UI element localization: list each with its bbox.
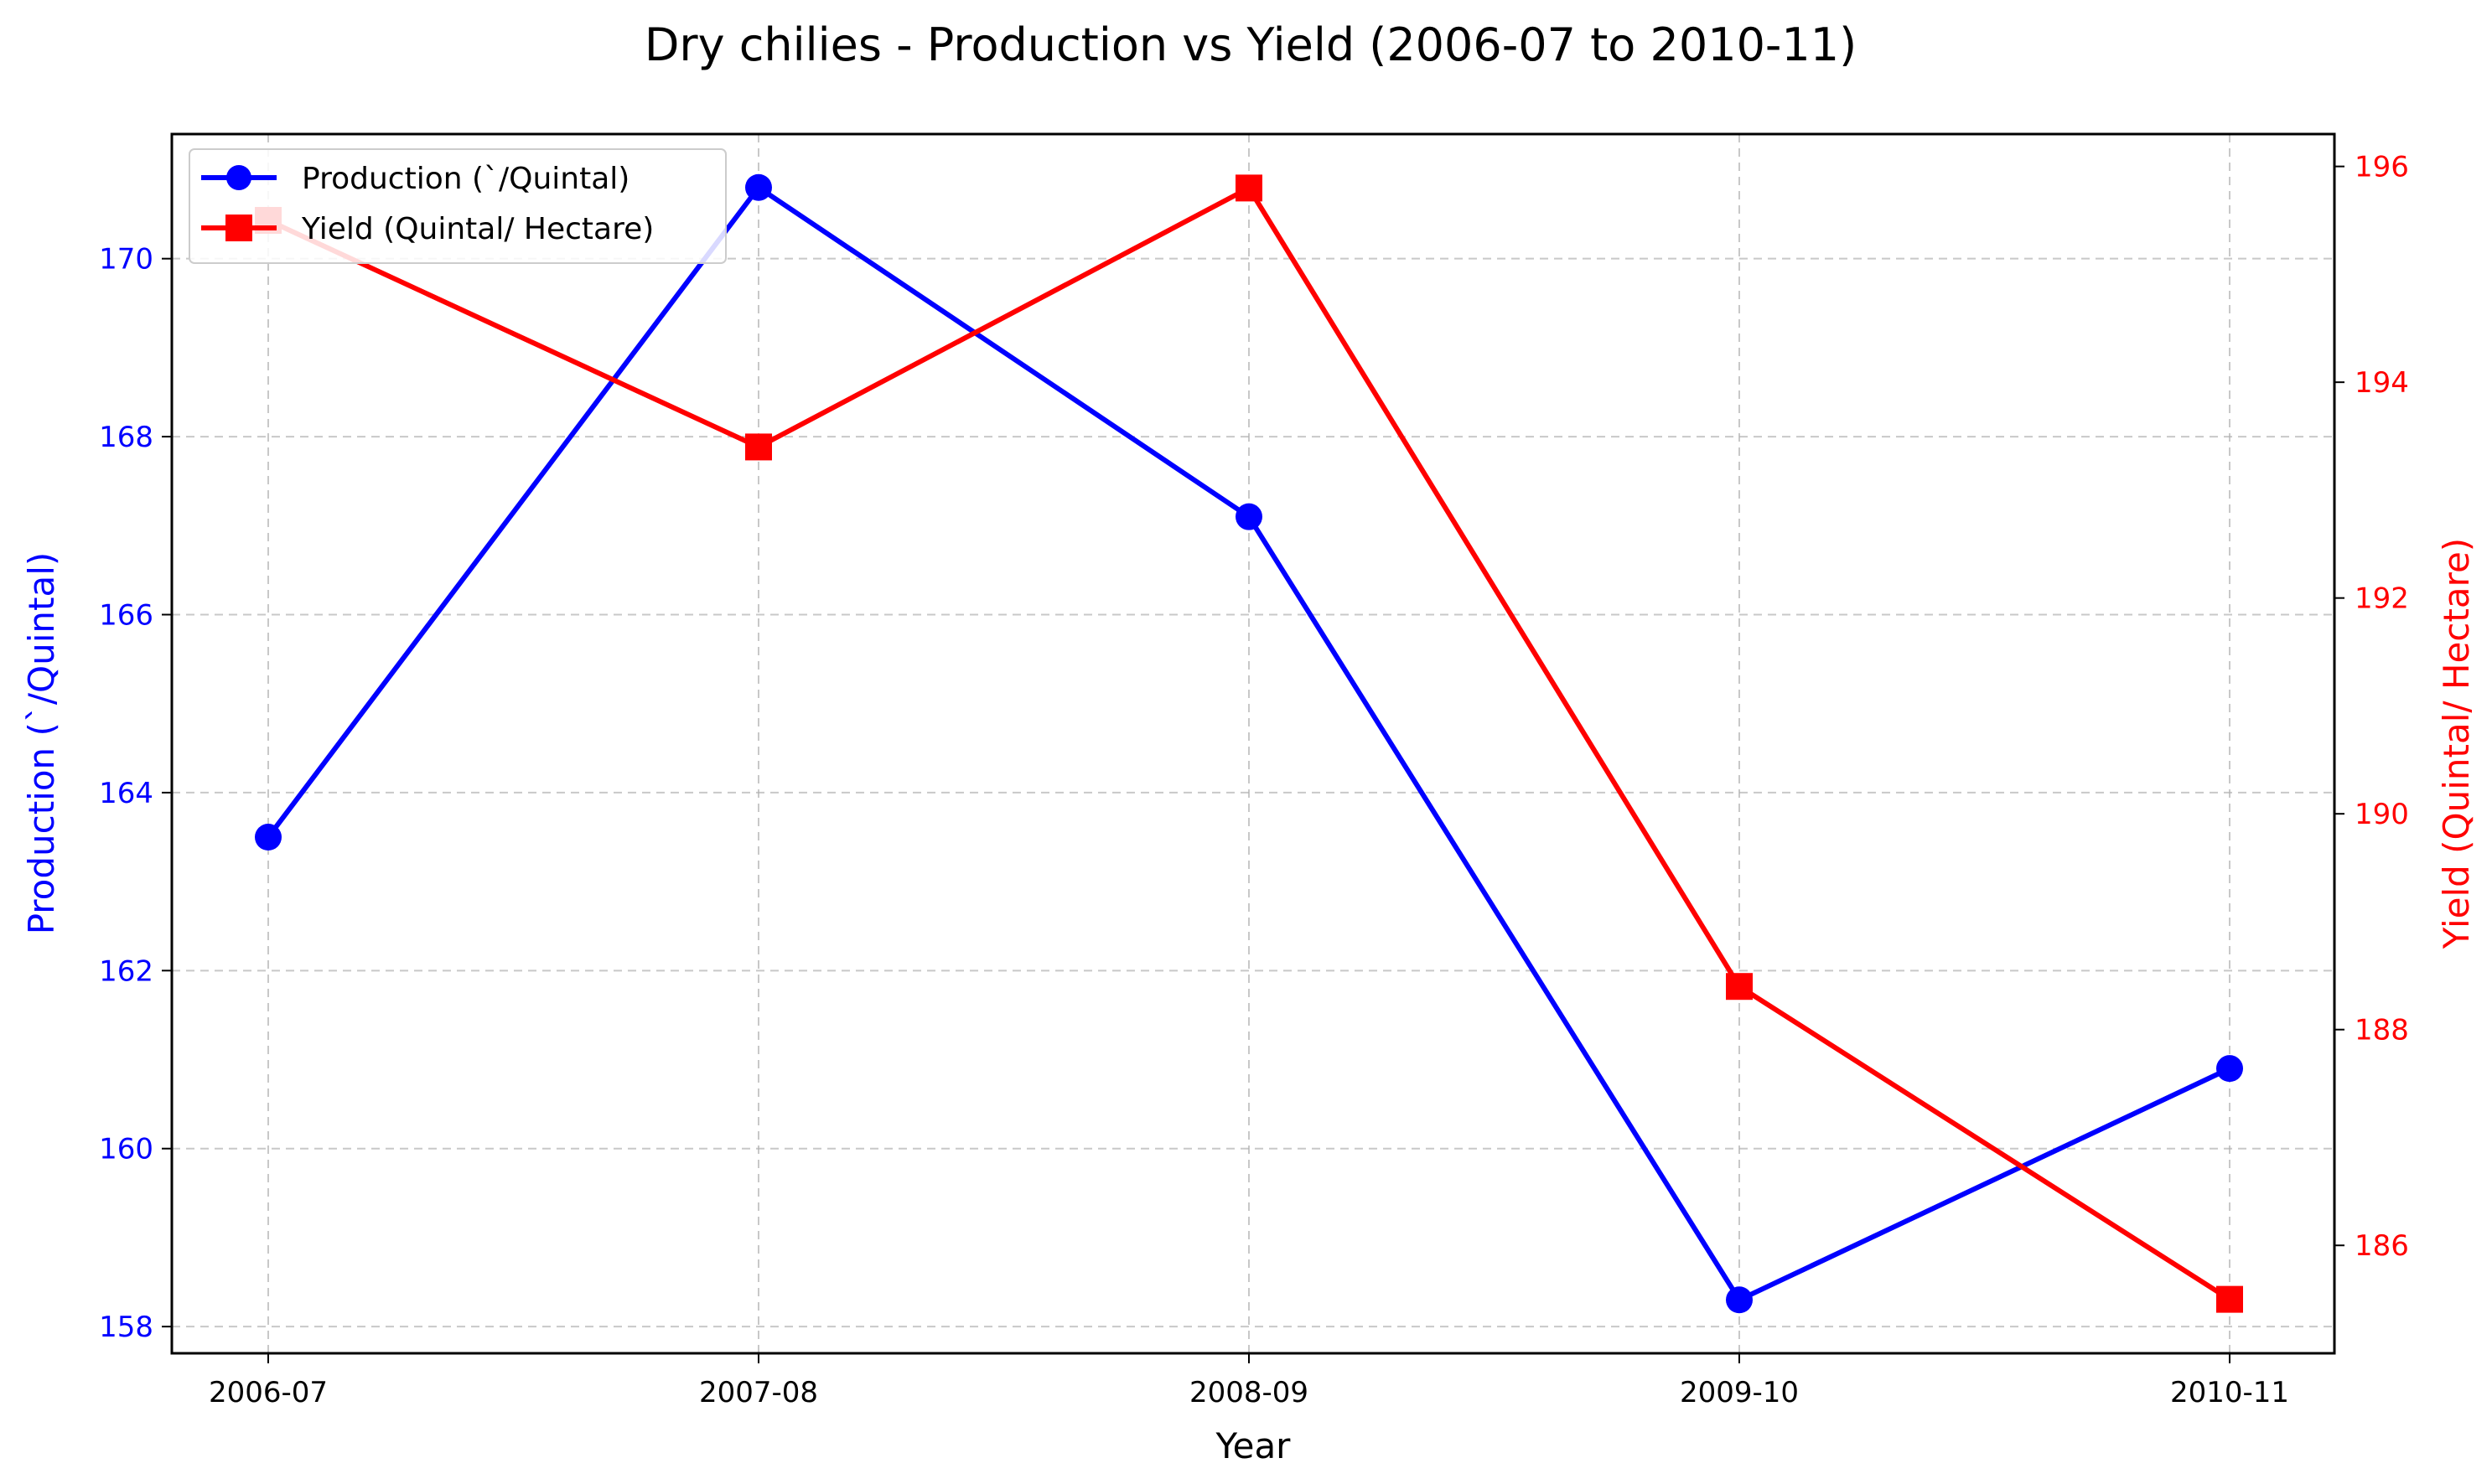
left-y-tick-label: 170 (99, 243, 153, 277)
data-point-yield (1236, 174, 1262, 202)
left-y-tick-label: 164 (99, 777, 153, 810)
right-y-tick-label: 196 (2355, 151, 2409, 184)
legend-label-yield: Yield (Quintal/ Hectare) (301, 212, 654, 246)
data-point-production (745, 173, 772, 201)
legend-label-production: Production (`/Quintal) (302, 162, 629, 196)
chart-title: Dry chilies - Production vs Yield (2006-… (645, 18, 1857, 71)
right-y-axis-title: Yield (Quintal/ Hectare) (2436, 538, 2477, 949)
plot-area-frame (170, 132, 2336, 1355)
data-point-yield (1726, 973, 1753, 1001)
x-tick-label: 2006-07 (209, 1376, 328, 1409)
x-tick-label: 2008-09 (1189, 1376, 1308, 1409)
data-point-production (1236, 503, 1262, 530)
x-tick-label: 2009-10 (1680, 1376, 1799, 1409)
left-y-tick-label: 162 (99, 954, 153, 988)
axis-ticks: 2006-07 2007-08 2008-09 2009-10 2010-11 158 16… (99, 151, 2409, 1409)
legend-box (189, 148, 727, 264)
data-point-yield (2216, 1285, 2243, 1313)
x-tick-label: 2010-11 (2170, 1376, 2289, 1409)
right-y-tick-label: 188 (2355, 1014, 2409, 1047)
data-point-production (2216, 1055, 2243, 1083)
legend-marker-production (226, 165, 251, 190)
x-axis-title: Year (1215, 1425, 1292, 1466)
left-y-tick-label: 168 (99, 421, 153, 454)
right-y-tick-label: 194 (2355, 366, 2409, 400)
left-y-tick-label: 166 (99, 599, 153, 633)
data-point-production (1726, 1286, 1753, 1314)
right-y-tick-label: 186 (2355, 1229, 2409, 1263)
data-point-production (255, 824, 282, 851)
legend: Production (`/Quintal) Yield (Quintal/ H… (189, 148, 727, 264)
left-y-tick-label: 158 (99, 1311, 153, 1344)
right-y-tick-label: 192 (2355, 582, 2409, 616)
x-tick-label: 2007-08 (699, 1376, 818, 1409)
legend-marker-yield (225, 215, 252, 241)
grid-lines (172, 134, 2334, 1353)
data-point-yield (745, 433, 772, 461)
left-y-axis-title: Production (`/Quintal) (21, 552, 62, 935)
right-y-tick-label: 190 (2355, 798, 2409, 831)
left-y-tick-label: 160 (99, 1133, 153, 1166)
